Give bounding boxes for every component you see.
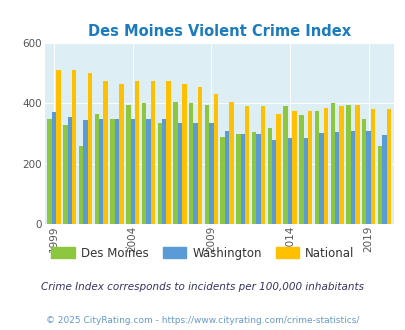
Bar: [130, 118, 134, 224]
Bar: [99, 118, 103, 224]
Bar: [182, 84, 186, 224]
Bar: [240, 134, 245, 224]
Bar: [377, 146, 381, 224]
Bar: [115, 118, 119, 224]
Bar: [323, 108, 327, 224]
Bar: [189, 103, 193, 224]
Bar: [79, 146, 83, 224]
Bar: [162, 118, 166, 224]
Bar: [303, 138, 307, 224]
Text: Crime Index corresponds to incidents per 100,000 inhabitants: Crime Index corresponds to incidents per…: [41, 282, 364, 292]
Bar: [386, 110, 390, 224]
Bar: [307, 111, 311, 224]
Bar: [314, 111, 318, 224]
Bar: [213, 94, 217, 224]
Bar: [354, 105, 359, 224]
Bar: [287, 138, 292, 224]
Bar: [126, 105, 130, 224]
Bar: [330, 103, 334, 224]
Bar: [256, 134, 260, 224]
Title: Des Moines Violent Crime Index: Des Moines Violent Crime Index: [87, 24, 350, 39]
Bar: [141, 103, 146, 224]
Text: © 2025 CityRating.com - https://www.cityrating.com/crime-statistics/: © 2025 CityRating.com - https://www.city…: [46, 315, 359, 325]
Bar: [245, 106, 249, 224]
Bar: [339, 106, 343, 224]
Bar: [370, 110, 374, 224]
Bar: [166, 81, 171, 224]
Bar: [173, 102, 177, 224]
Bar: [220, 137, 224, 224]
Bar: [103, 81, 108, 224]
Bar: [345, 105, 350, 224]
Bar: [252, 132, 256, 224]
Bar: [146, 118, 150, 224]
Bar: [47, 118, 52, 224]
Bar: [298, 115, 303, 224]
Bar: [260, 106, 264, 224]
Bar: [361, 118, 366, 224]
Bar: [110, 118, 115, 224]
Bar: [229, 102, 233, 224]
Bar: [119, 84, 123, 224]
Bar: [87, 73, 92, 224]
Bar: [318, 133, 323, 224]
Bar: [292, 111, 296, 224]
Bar: [157, 123, 162, 224]
Bar: [381, 135, 386, 224]
Bar: [366, 131, 370, 224]
Bar: [236, 134, 240, 224]
Bar: [72, 70, 76, 224]
Bar: [197, 87, 202, 224]
Bar: [63, 124, 68, 224]
Bar: [204, 105, 209, 224]
Bar: [271, 140, 276, 224]
Bar: [209, 123, 213, 224]
Bar: [276, 114, 280, 224]
Bar: [177, 123, 182, 224]
Bar: [334, 132, 339, 224]
Bar: [283, 106, 287, 224]
Bar: [52, 113, 56, 224]
Bar: [56, 70, 61, 224]
Bar: [134, 81, 139, 224]
Bar: [83, 120, 87, 224]
Bar: [193, 123, 197, 224]
Legend: Des Moines, Washington, National: Des Moines, Washington, National: [47, 242, 358, 264]
Bar: [224, 131, 229, 224]
Bar: [350, 131, 354, 224]
Bar: [267, 128, 271, 224]
Bar: [68, 117, 72, 224]
Bar: [94, 114, 99, 224]
Bar: [150, 81, 155, 224]
